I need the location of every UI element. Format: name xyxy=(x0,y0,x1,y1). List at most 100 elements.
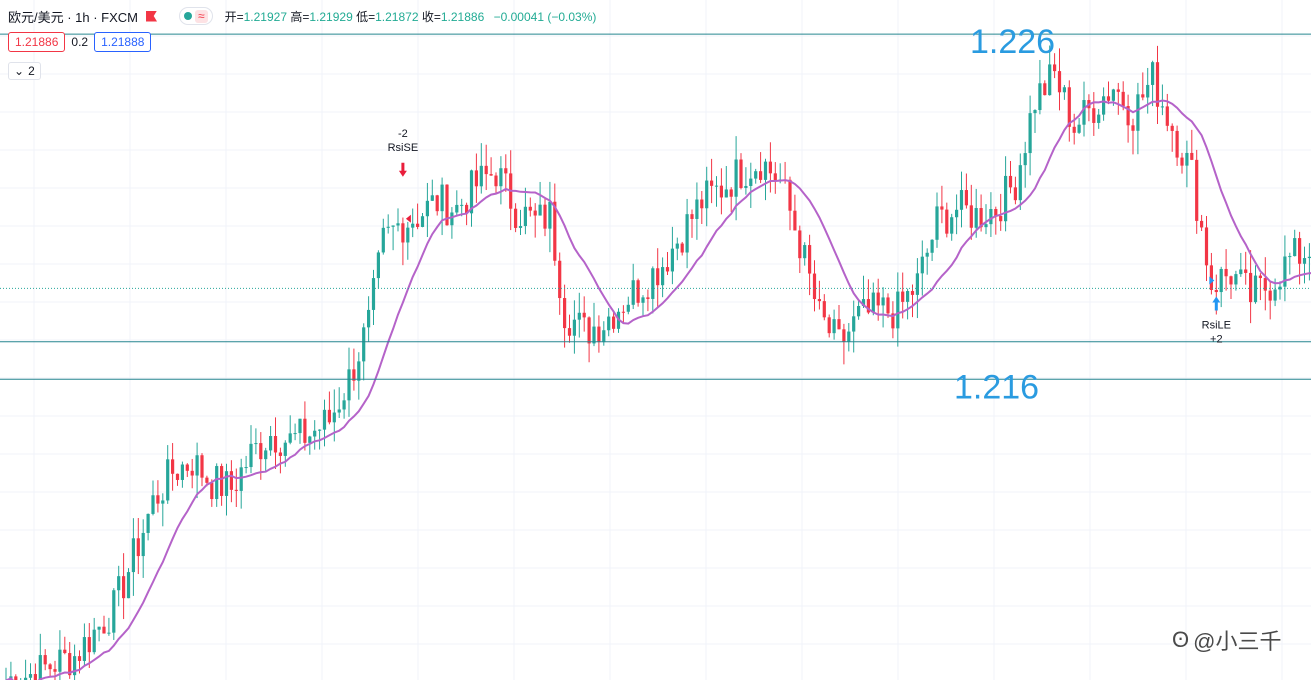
candle-body xyxy=(131,538,135,573)
candle-body xyxy=(269,436,273,451)
candle-body xyxy=(592,326,596,344)
candle-body xyxy=(896,291,900,329)
weibo-logo-icon: ʘ xyxy=(1172,627,1190,652)
candle-body xyxy=(1028,113,1032,154)
candle-body xyxy=(264,450,268,460)
candle-body xyxy=(861,299,866,307)
candle-body xyxy=(322,409,327,430)
candle-body xyxy=(567,328,572,336)
candle-body xyxy=(690,214,694,219)
watermark: ʘ @小三千 xyxy=(1172,624,1281,656)
signal-label: +2 xyxy=(1210,333,1223,345)
candle-body xyxy=(763,161,768,180)
candle-body xyxy=(28,674,33,678)
buy-price-button[interactable]: 1.21888 xyxy=(94,32,152,52)
candle-body xyxy=(631,280,635,305)
candle-body xyxy=(112,590,116,633)
candle-body xyxy=(612,316,616,329)
candle-body xyxy=(1195,159,1199,221)
open-label: 开= xyxy=(224,9,244,24)
status-pills[interactable]: ≈ xyxy=(179,7,213,25)
candle-body xyxy=(357,361,361,381)
candle-body xyxy=(744,185,748,188)
candle-body xyxy=(1190,152,1194,160)
candle-body xyxy=(1204,227,1209,266)
candle-body xyxy=(327,409,331,423)
candle-body xyxy=(386,226,390,228)
candle-body xyxy=(514,208,518,228)
candle-body xyxy=(77,656,82,661)
candle-body xyxy=(558,260,562,299)
candle-body xyxy=(489,174,493,176)
symbol-title[interactable]: 欧元/美元 · 1h · FXCM xyxy=(8,9,139,25)
candle-body xyxy=(1244,269,1248,273)
candle-body xyxy=(842,329,846,342)
candle-body xyxy=(1185,152,1189,166)
moving-average-line xyxy=(5,99,1311,680)
candle-body xyxy=(925,252,929,257)
candle-body xyxy=(102,626,106,634)
candle-body xyxy=(43,655,47,665)
candle-body xyxy=(435,195,439,212)
low-value: 1.21872 xyxy=(375,9,419,24)
candle-body xyxy=(283,442,287,456)
signal-label: RsiSE xyxy=(388,142,419,154)
candle-body xyxy=(1293,238,1297,257)
candle-body xyxy=(563,298,567,329)
sell-price-button[interactable]: 1.21886 xyxy=(8,32,66,52)
candle-body xyxy=(759,171,763,180)
candle-body xyxy=(1053,64,1057,72)
candle-body xyxy=(146,513,150,533)
candle-body xyxy=(773,173,777,182)
level-label: 1.216 xyxy=(954,368,1039,406)
candle-body xyxy=(229,471,233,490)
candle-body xyxy=(582,312,586,318)
low-label: 低= xyxy=(356,9,376,24)
candle-body xyxy=(151,495,155,514)
candle-body xyxy=(469,170,474,214)
candle-body xyxy=(1151,62,1155,85)
candle-body xyxy=(1136,94,1140,131)
candle-body xyxy=(1283,256,1287,287)
candle-body xyxy=(803,245,807,259)
candle-body xyxy=(533,210,537,216)
candle-body xyxy=(1239,269,1243,275)
candle-body xyxy=(504,168,508,174)
candle-body xyxy=(675,243,679,249)
candle-body xyxy=(499,168,503,187)
candle-body xyxy=(460,204,464,206)
candle-body xyxy=(827,317,831,334)
candle-body xyxy=(710,180,714,186)
candle-body xyxy=(1082,100,1086,125)
candle-body xyxy=(430,195,434,201)
candle-body xyxy=(1004,175,1008,222)
candle-body xyxy=(1102,96,1106,115)
candle-body xyxy=(969,205,973,228)
candle-body xyxy=(587,317,591,344)
candle-body xyxy=(621,311,625,313)
candle-body xyxy=(371,278,376,310)
candle-body xyxy=(1214,289,1218,293)
candle-body xyxy=(518,226,523,228)
candle-body xyxy=(1097,114,1101,123)
candle-body xyxy=(465,204,469,214)
candle-body xyxy=(1298,238,1302,264)
candle-body xyxy=(866,299,870,313)
candle-body xyxy=(254,443,258,445)
candle-body xyxy=(646,297,650,299)
candle-body xyxy=(1258,275,1262,279)
candle-body xyxy=(1165,106,1169,126)
close-value: 1.21886 xyxy=(440,9,485,24)
candle-body xyxy=(136,538,140,557)
indicators-toggle-button[interactable]: ⌄ 2 xyxy=(8,62,41,80)
candle-body xyxy=(1033,110,1037,114)
change-value: −0.00041 (−0.03%) xyxy=(493,9,597,24)
indicators-count: 2 xyxy=(28,64,35,78)
candle-body xyxy=(1111,89,1115,101)
candle-body xyxy=(455,204,459,213)
candle-body xyxy=(705,180,709,209)
candle-body xyxy=(999,216,1003,222)
flag-icon[interactable] xyxy=(146,10,158,22)
candle-body xyxy=(401,223,405,243)
